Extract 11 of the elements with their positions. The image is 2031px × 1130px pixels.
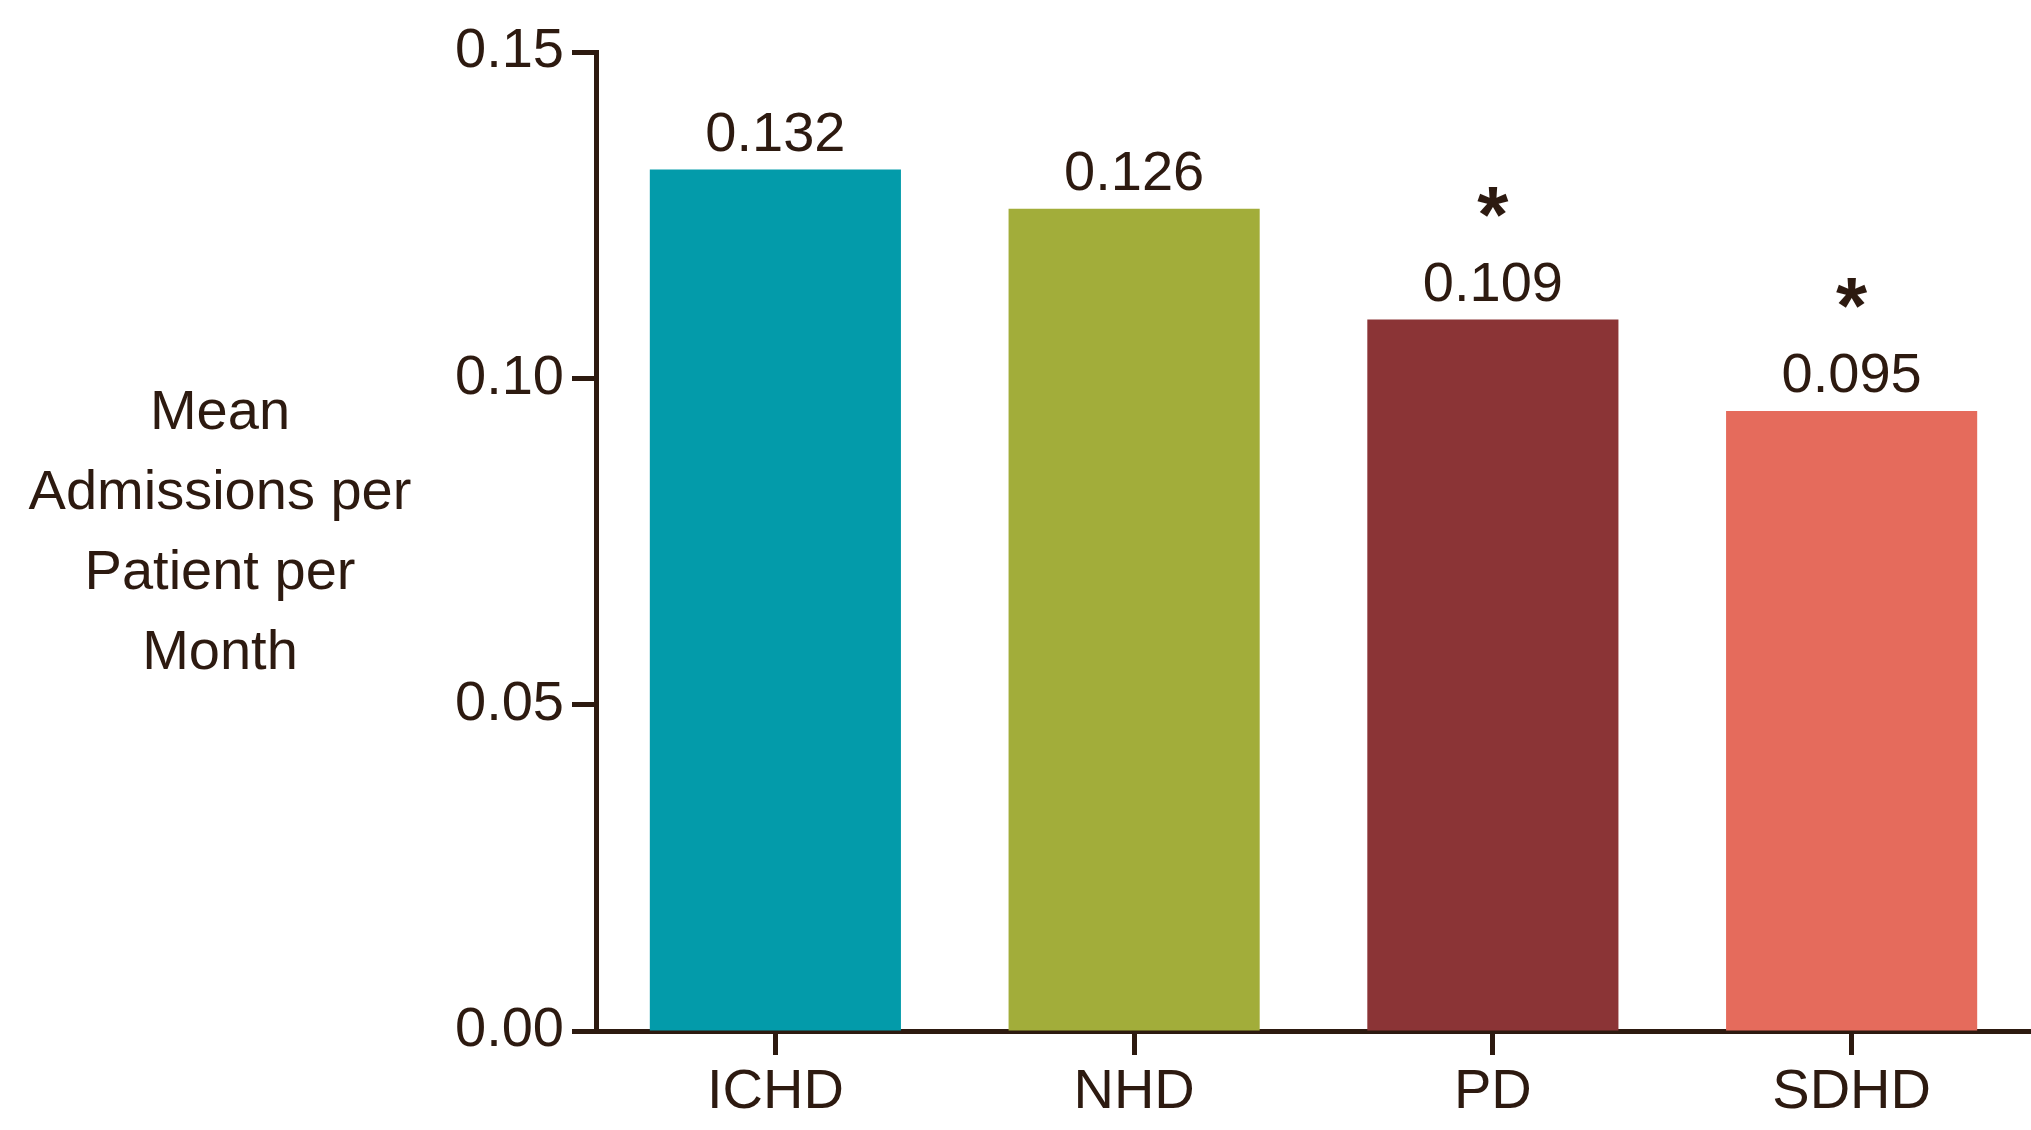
x-tick-label: SDHD	[1772, 1057, 1931, 1121]
x-tick-label: NHD	[1073, 1057, 1195, 1121]
x-tick-label: PD	[1453, 1057, 1532, 1121]
y-tick-label: 0.10	[455, 342, 564, 406]
y-tick-label: 0.15	[455, 16, 564, 80]
data-label: 0.126	[1064, 139, 1205, 203]
y-tick-label: 0.00	[455, 995, 564, 1059]
data-label: 0.132	[705, 99, 846, 163]
y-tick-label: 0.05	[455, 669, 564, 733]
x-tick-label: ICHD	[706, 1057, 844, 1121]
y-axis-title: Mean Admissions per Patient per Month	[27, 377, 413, 683]
